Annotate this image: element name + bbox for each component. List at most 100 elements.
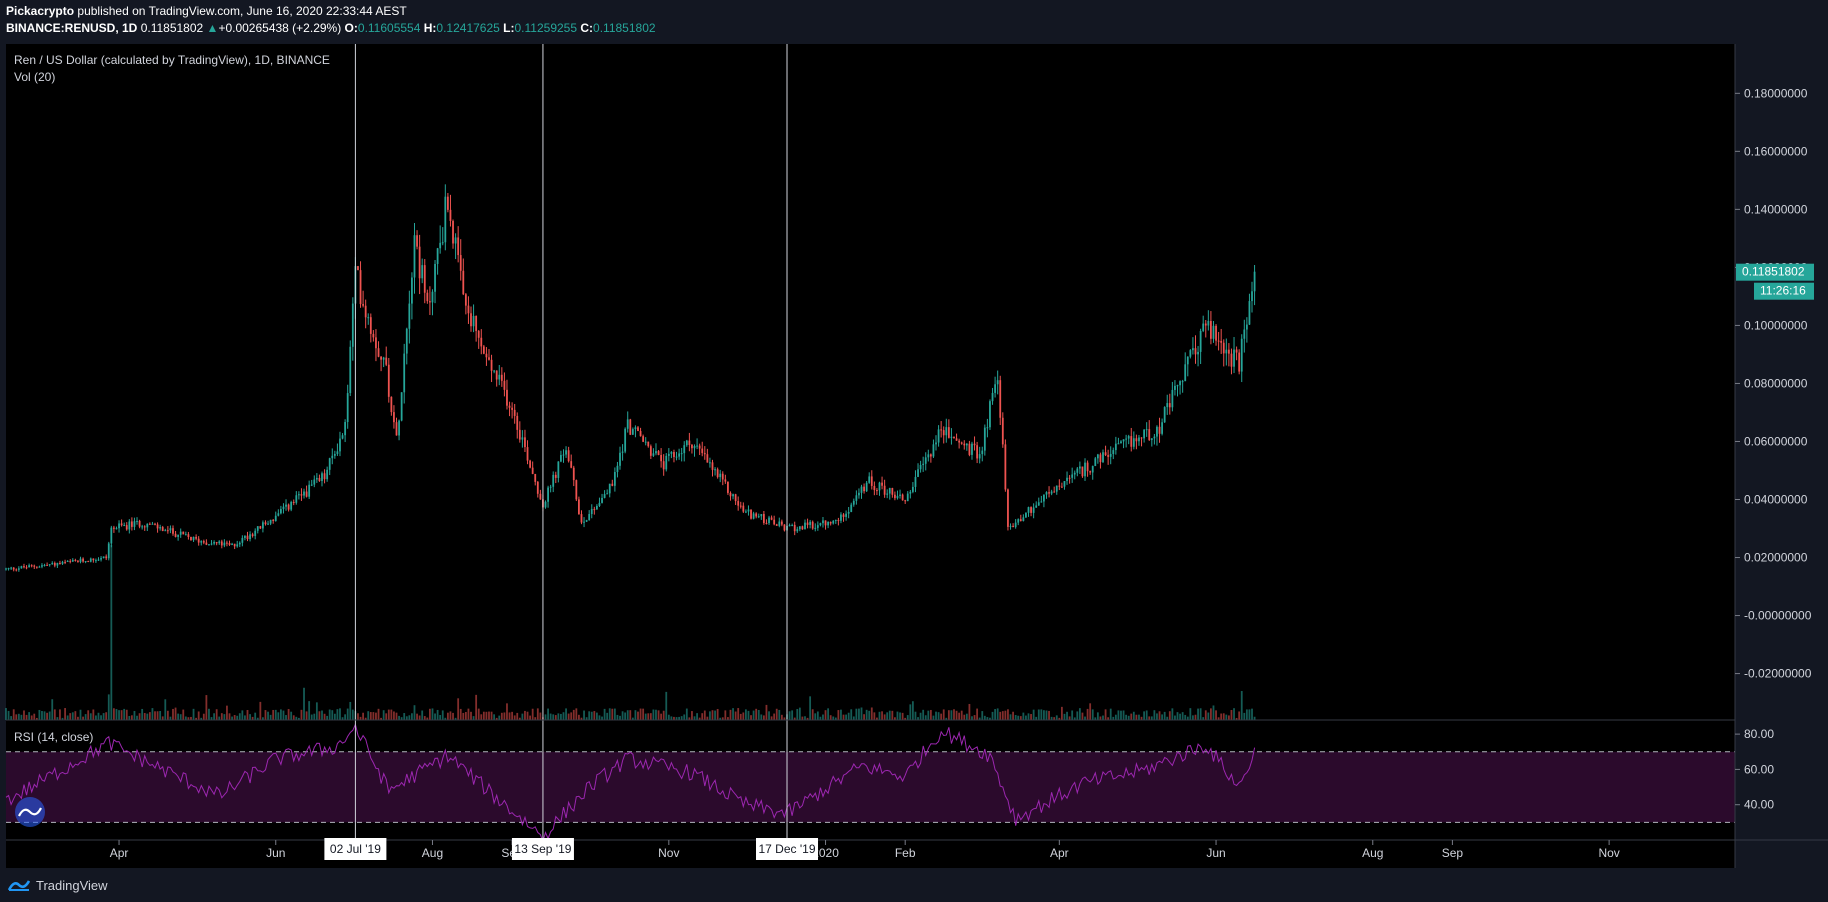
candle-body <box>1217 340 1220 342</box>
time-axis[interactable]: AprJunAugSepNov2020FebAprJunAugSepNov <box>110 840 1620 860</box>
volume-bar <box>1089 703 1092 720</box>
volume-bar <box>665 691 668 720</box>
candle-body <box>940 429 943 431</box>
volume-bar <box>346 708 349 720</box>
volume-bar <box>503 712 506 720</box>
candle-body <box>896 495 899 499</box>
candle-body <box>691 444 693 449</box>
candle-body <box>770 517 773 520</box>
volume-bar <box>572 709 575 720</box>
volume-bar <box>634 710 637 720</box>
volume-bar <box>958 712 961 720</box>
volume-bar <box>865 709 868 720</box>
volume-bar <box>811 709 814 720</box>
candle-body <box>308 484 311 497</box>
candle-body <box>25 567 28 569</box>
volume-bar <box>164 699 167 720</box>
candle-body <box>788 525 791 527</box>
candle-body <box>1025 512 1027 518</box>
volume-bar <box>655 709 657 720</box>
volume-bar <box>598 715 601 720</box>
volume-bar <box>565 708 567 720</box>
candle-body <box>148 523 151 525</box>
candle-body <box>1176 385 1179 387</box>
candle-body <box>1127 436 1130 439</box>
volume-bar <box>834 717 837 720</box>
volume-layer <box>5 545 1256 720</box>
volume-bar <box>734 711 737 720</box>
candle-body <box>549 486 552 488</box>
candle-body <box>755 513 758 517</box>
tradingview-logo-icon[interactable] <box>8 878 30 892</box>
volume-bar <box>845 714 847 720</box>
candle-body <box>876 490 878 492</box>
volume-bar <box>968 703 971 720</box>
candle-body <box>919 465 922 470</box>
volume-bar <box>529 715 531 720</box>
candle-body <box>865 482 868 492</box>
open-value: 0.11605554 <box>357 21 421 35</box>
candle-body <box>400 392 403 421</box>
volume-bar <box>200 717 203 720</box>
candle-body <box>511 407 514 410</box>
volume-bar <box>12 709 15 720</box>
annotation-date-box <box>511 838 574 860</box>
volume-bar <box>1050 716 1053 720</box>
candle-body <box>727 481 729 493</box>
time-tick-label: Aug <box>422 846 443 860</box>
volume-bar <box>876 717 878 720</box>
volume-bar <box>303 687 305 720</box>
volume-bar <box>297 717 300 720</box>
volume-bar <box>43 711 46 720</box>
price-axis[interactable]: 0.180000000.160000000.140000000.12000000… <box>1735 86 1812 681</box>
chart-canvas[interactable]: 0.180000000.160000000.140000000.12000000… <box>0 0 1828 868</box>
candle-body <box>560 455 562 462</box>
candle-body <box>765 522 768 524</box>
candle-body <box>1078 466 1081 469</box>
volume-bar <box>25 714 28 720</box>
volume-bar <box>1184 714 1187 720</box>
candle-body <box>1114 443 1117 451</box>
candle-body <box>729 492 732 497</box>
candle-body <box>315 477 318 480</box>
candle-body <box>1091 466 1094 473</box>
candle-body <box>634 427 637 430</box>
candle-body <box>503 380 506 390</box>
candle-body <box>159 527 162 529</box>
candle-body <box>179 531 182 535</box>
volume-bar <box>570 712 573 720</box>
volume-bar <box>1025 715 1027 720</box>
candle-body <box>860 486 863 493</box>
rsi-axis[interactable]: 80.00 60.00 40.00 <box>1735 727 1774 812</box>
volume-bar <box>56 717 59 720</box>
volume-bar <box>791 710 794 720</box>
volume-bar <box>328 709 331 720</box>
candle-body <box>678 453 681 457</box>
volume-bar <box>1040 709 1043 720</box>
volume-bar <box>349 701 352 720</box>
footer-brand[interactable]: TradingView <box>36 877 108 893</box>
candle-body <box>899 494 901 496</box>
volume-bar <box>1007 709 1009 720</box>
volume-bar <box>1220 713 1223 720</box>
candle-body <box>719 473 722 478</box>
volume-bar <box>318 711 321 720</box>
volume-bar <box>213 713 215 720</box>
candle-body <box>33 565 36 567</box>
volume-bar <box>850 709 853 720</box>
candle-body <box>852 500 855 505</box>
volume-bar <box>377 708 380 720</box>
candle-body <box>246 535 249 540</box>
candle-body <box>105 556 108 559</box>
volume-bar <box>1217 717 1220 720</box>
candle-body <box>711 462 714 470</box>
candle-body <box>398 420 400 436</box>
volume-bar <box>1032 709 1035 720</box>
volume-bar <box>1117 710 1120 720</box>
price-tick-label: 0.02000000 <box>1744 551 1808 565</box>
volume-bar <box>978 717 981 720</box>
candle-body <box>554 474 557 478</box>
volume-bar <box>983 715 986 720</box>
candle-body <box>845 513 847 517</box>
candle-body <box>43 564 46 566</box>
